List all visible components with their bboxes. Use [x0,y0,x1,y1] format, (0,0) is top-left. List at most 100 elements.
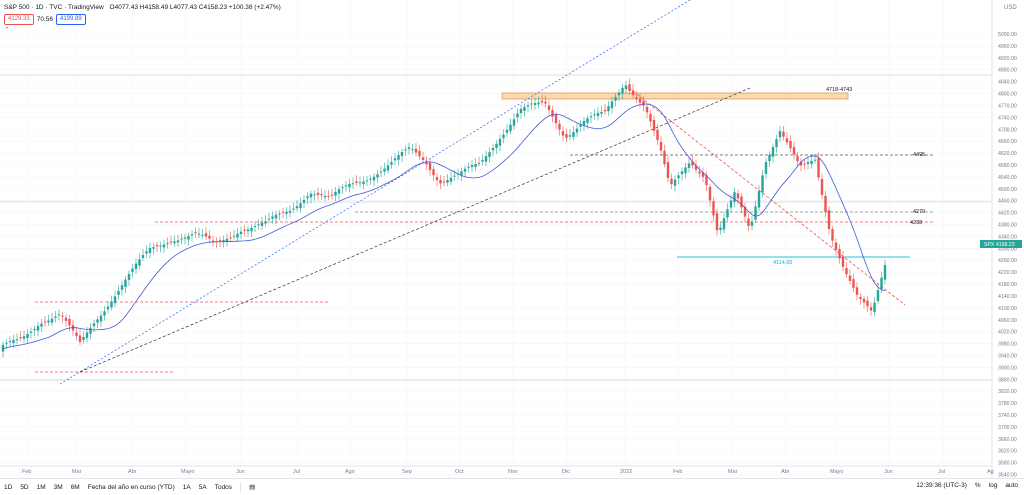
candle-body [194,232,197,234]
range-6m[interactable]: 6M [70,483,80,491]
candle-body [124,279,127,288]
time-tick: Feb [22,469,31,475]
candle-body [621,87,624,94]
candle-body [754,206,757,220]
candle-body [876,290,880,302]
range-1y[interactable]: 1A [182,483,191,491]
candle-body [516,113,519,118]
candle-body [796,156,799,162]
candle-body [638,98,642,103]
log-toggle[interactable]: log [988,482,998,489]
candle-body [145,251,148,254]
candle-body [229,237,232,239]
candle-body [166,243,169,245]
time-tick: Nov [508,469,518,475]
price-tick: 4420.00 [998,211,1017,217]
candle-body [330,194,334,196]
price-tick: 4880.00 [998,68,1017,74]
bid-price[interactable]: 4129.33 [4,14,34,25]
candle-body [292,208,295,210]
candle-body [705,175,708,186]
ohlc-values: O4077.43 H4158.49 L4077.43 C4158.23 +100… [109,4,281,11]
trend-lines [0,0,992,385]
candle-body [8,341,12,343]
candle-body [341,187,344,189]
ask-price[interactable]: 4199.89 [55,14,86,25]
candle-body [502,134,505,139]
candle-body [414,148,418,153]
candle-body [362,181,365,185]
candle-body [208,235,211,239]
range-all[interactable]: Todos [214,483,233,491]
candle-body [572,132,575,138]
candle-body [288,210,292,213]
time-tick: 2022 [620,469,632,475]
level-4238-label: 4238 [910,220,922,226]
candle-body [57,314,61,316]
price-tick: 4020.00 [998,330,1017,336]
price-tick: 3540.00 [998,473,1017,478]
candle-body [379,171,383,173]
candle-body [848,275,852,282]
candle-body [78,335,82,342]
calendar-icon[interactable]: ▤ [249,484,256,491]
candle-body [575,128,579,133]
chart-legend: S&P 500 · 1D · TVC · TradingView O4077.4… [4,3,285,34]
candle-body [596,112,600,117]
candle-body [323,195,327,198]
candle-body [239,231,243,235]
candle-body [131,268,134,272]
price-tick: 5000.00 [998,32,1017,38]
collapse-legend-icon[interactable]: ⌃ [4,27,10,34]
candle-body [99,315,103,322]
candle-body [722,218,726,230]
candle-body [197,233,201,235]
percent-toggle[interactable]: % [974,482,981,489]
candle-body [747,218,750,227]
level-4279-label: 4279 [913,209,925,215]
divider [240,482,242,492]
candle-body [295,206,299,209]
candle-body [568,135,572,137]
candle-body [827,210,831,230]
candle-body [260,222,264,226]
time-tick: Dic [562,469,570,475]
candle-body [561,131,565,136]
candle-body [880,277,883,290]
candle-body [428,162,432,171]
auto-toggle[interactable]: auto [1005,482,1018,489]
ma-line [2,103,886,350]
candle-body [183,237,187,239]
time-tick: Jun [884,469,893,475]
candle-body [425,161,428,165]
price-tick: 4620.00 [998,151,1017,157]
candle-body [337,189,341,194]
range-5d[interactable]: 5D [20,483,29,491]
candle-body [155,245,159,247]
range-1d[interactable]: 1D [4,483,13,491]
candle-body [838,249,841,259]
price-tick: 4460.00 [998,199,1017,205]
time-tick: Abr [128,469,137,475]
candle-body [589,116,593,118]
candle-body [243,229,246,231]
time-tick: Mayo [830,469,843,475]
candle-body [834,242,838,250]
candle-body [138,259,141,266]
range-5y[interactable]: 5A [198,483,207,491]
time-tick: Abr [781,469,790,475]
candle-body [813,159,817,161]
range-1m[interactable]: 1M [36,483,46,491]
clock[interactable]: 12:39:36 (UTC-3) [916,482,967,489]
candle-body [488,152,491,157]
candle-body [47,320,50,323]
candle-body [684,167,687,174]
symbol-title[interactable]: S&P 500 · 1D · TVC · TradingView [4,4,104,11]
price-chart[interactable]: 4718-4743 4495 4279 4238 4114.65 USD 5000.00 4… [0,0,1024,478]
range-ytd[interactable]: Fecha del año en curso (YTD) [87,483,175,491]
candle-body [82,336,85,341]
range-3m[interactable]: 3M [53,483,63,491]
candle-body [628,84,631,91]
candle-body [141,255,145,258]
candle-body [771,147,775,157]
